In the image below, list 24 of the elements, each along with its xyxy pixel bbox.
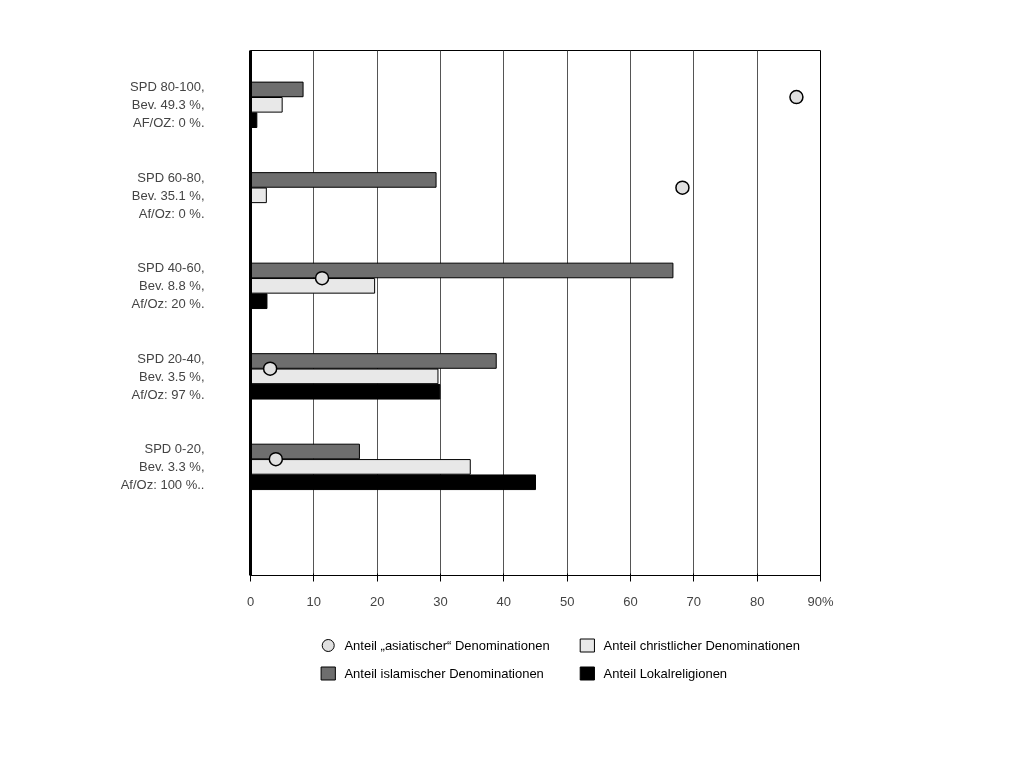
legend-label: Anteil islamischer Denominationen xyxy=(344,666,544,681)
x-tick-label: 50 xyxy=(559,593,575,609)
point xyxy=(262,361,278,376)
y-tick-label: SPD 0-20, Bev. 3.3 %, Af/Oz: 100 %.. xyxy=(120,441,205,493)
x-tick-label: 80 xyxy=(749,593,765,609)
x-tick-label: 70 xyxy=(686,593,702,609)
point xyxy=(789,89,804,105)
x-tick-label: 0 xyxy=(246,593,255,609)
y-tick-label: SPD 20-40, Bev. 3.5 %, Af/Oz: 97 %. xyxy=(131,350,205,402)
legend-label: Anteil christlicher Denominationen xyxy=(603,638,801,653)
y-tick-label: SPD 40-60, Bev. 8.8 %, Af/Oz: 20 %. xyxy=(131,260,205,312)
x-tick-label: 60 xyxy=(623,593,638,609)
x-tick-label: 10 xyxy=(306,593,322,609)
y-tick-label: SPD 60-80, Bev. 35.1 %, Af/Oz: 0 %. xyxy=(131,169,205,221)
x-tick-label: 90% xyxy=(807,593,834,609)
y-tick-label: SPD 80-100, Bev. 49.3 %, AF/OZ: 0 %. xyxy=(130,79,205,131)
legend-label: Anteil Lokalreligionen xyxy=(603,666,728,681)
legend-label: Anteil „asiatischer“ Denominationen xyxy=(344,638,550,653)
point xyxy=(675,180,690,195)
point xyxy=(268,451,284,467)
x-tick-label: 30 xyxy=(433,593,448,609)
x-tick-label: 40 xyxy=(496,593,512,609)
x-tick-label: 20 xyxy=(369,593,385,609)
point xyxy=(314,270,330,286)
